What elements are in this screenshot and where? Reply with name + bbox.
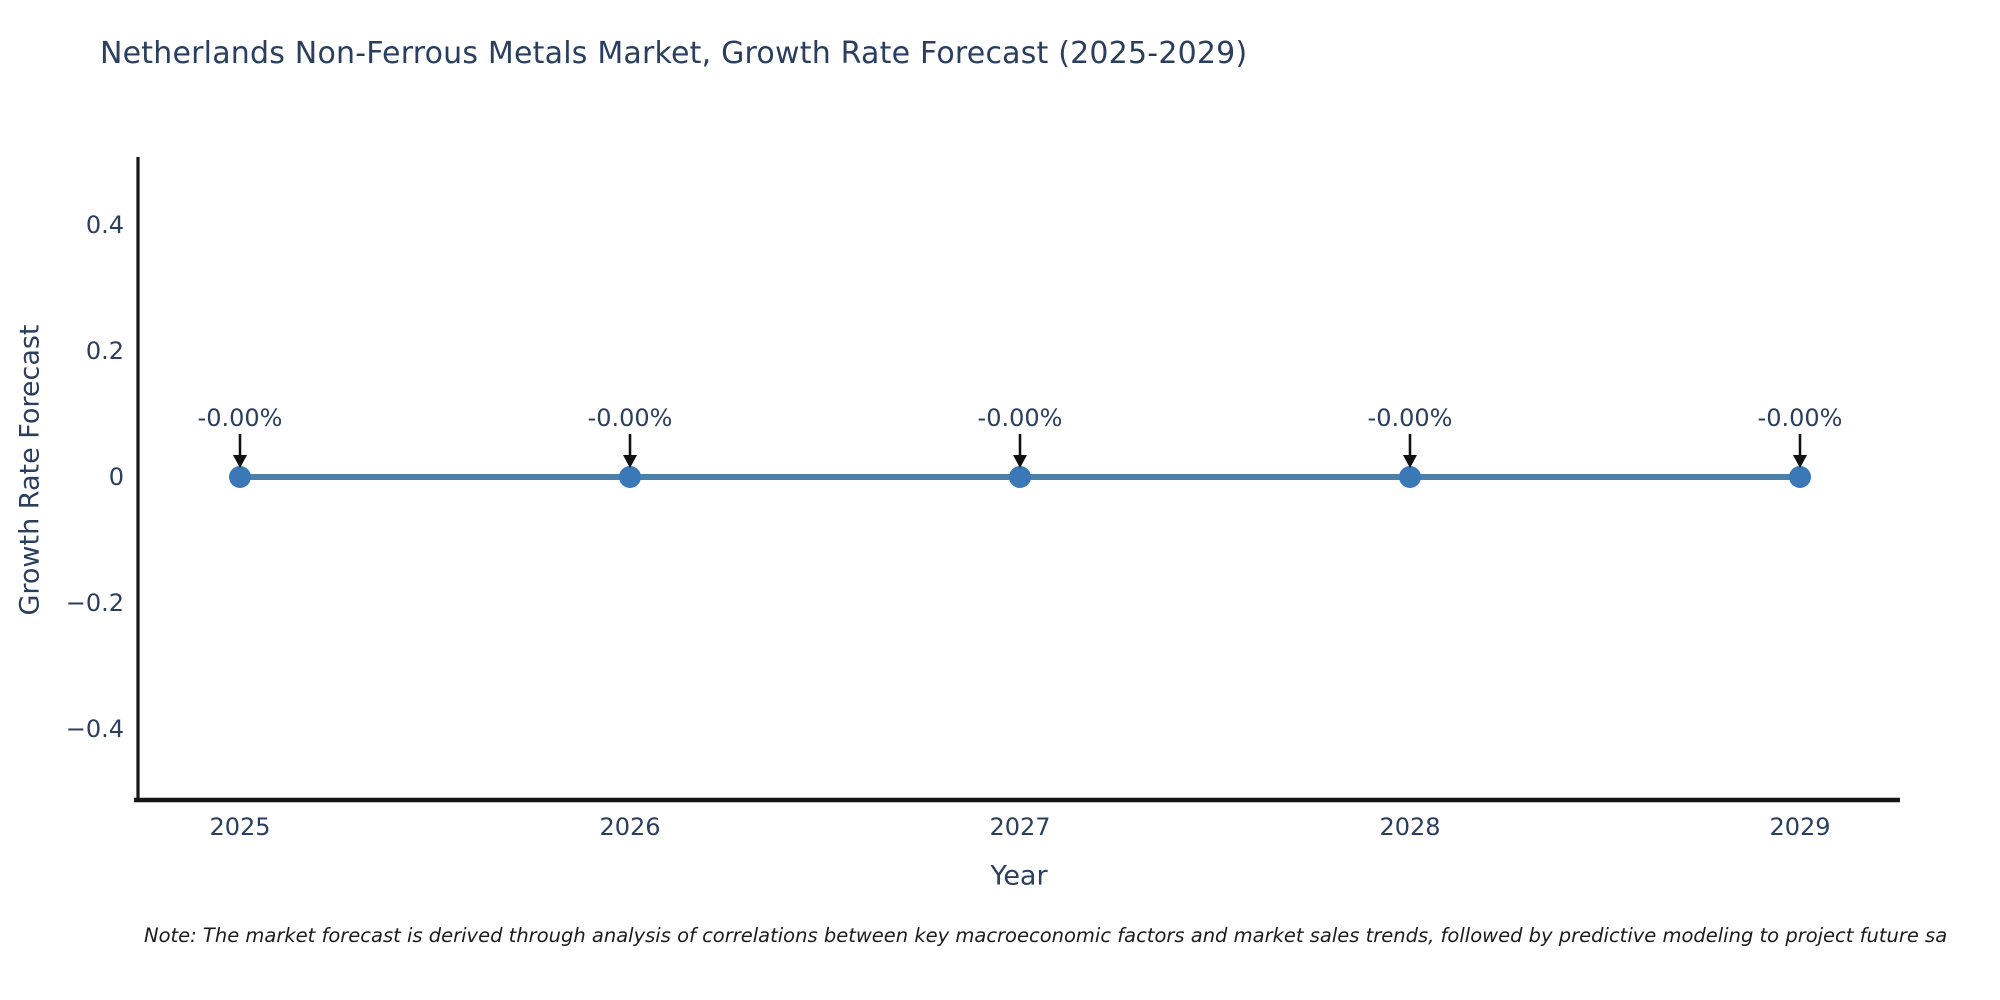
x-tick-label: 2028 <box>1379 813 1441 841</box>
y-tick-label: −0.4 <box>65 715 124 743</box>
data-point-marker <box>1399 466 1421 488</box>
annotation-arrowhead-icon <box>1013 455 1027 468</box>
x-tick-label: 2029 <box>1769 813 1831 841</box>
data-point-marker <box>229 466 251 488</box>
x-tick-label: 2026 <box>599 813 661 841</box>
footnote: Note: The market forecast is derived thr… <box>144 924 1948 947</box>
y-tick-label: 0 <box>108 463 124 491</box>
chart-title: Netherlands Non-Ferrous Metals Market, G… <box>100 36 1248 71</box>
point-annotation: -0.00% <box>1757 404 1843 432</box>
y-tick-label: 0.4 <box>85 211 124 239</box>
point-annotation: -0.00% <box>587 404 673 432</box>
data-point-marker <box>1009 466 1031 488</box>
x-axis-title: Year <box>990 860 1048 892</box>
annotation-arrowhead-icon <box>623 455 637 468</box>
data-point-marker <box>1789 466 1811 488</box>
point-annotation: -0.00% <box>1367 404 1453 432</box>
annotation-arrowhead-icon <box>1793 455 1807 468</box>
y-tick-label: −0.2 <box>65 589 124 617</box>
annotation-arrowhead-icon <box>233 455 247 468</box>
data-point-marker <box>619 466 641 488</box>
x-tick-label: 2027 <box>989 813 1051 841</box>
point-annotation: -0.00% <box>977 404 1063 432</box>
annotation-arrowhead-icon <box>1403 455 1417 468</box>
x-tick-label: 2025 <box>209 813 271 841</box>
y-tick-label: 0.2 <box>85 337 124 365</box>
point-annotation: -0.00% <box>197 404 283 432</box>
